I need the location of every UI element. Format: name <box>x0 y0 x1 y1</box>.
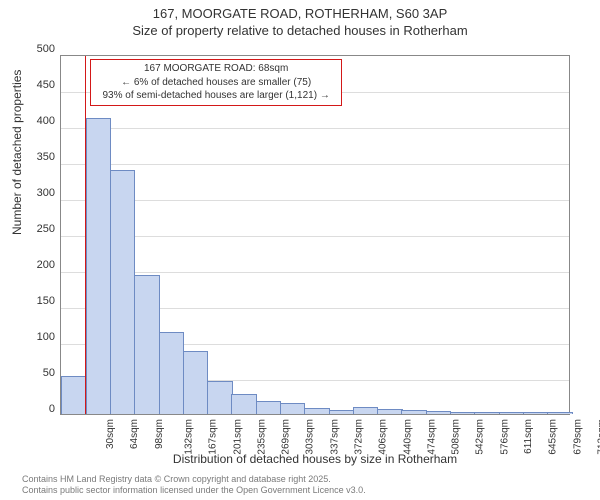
x-tick-label: 440sqm <box>402 419 413 455</box>
y-tick-label: 300 <box>37 187 55 199</box>
x-tick-label: 303sqm <box>305 419 316 455</box>
histogram-bar <box>183 351 208 414</box>
x-tick-label: 337sqm <box>329 419 340 455</box>
attribution-footer: Contains HM Land Registry data © Crown c… <box>22 474 366 497</box>
histogram-bar <box>499 412 524 414</box>
histogram-bar <box>353 407 378 414</box>
x-tick-label: 235sqm <box>256 419 267 455</box>
gridline <box>61 128 569 129</box>
y-tick-label: 350 <box>37 151 55 163</box>
title-line-1: 167, MOORGATE ROAD, ROTHERHAM, S60 3AP <box>0 0 600 21</box>
y-tick-label: 150 <box>37 295 55 307</box>
y-tick-label: 100 <box>37 331 55 343</box>
histogram-bar <box>474 412 499 414</box>
info-box-line: 167 MOORGATE ROAD: 68sqm <box>99 62 333 76</box>
histogram-bar <box>280 403 305 414</box>
title-line-2: Size of property relative to detached ho… <box>0 21 600 38</box>
histogram-bar <box>134 275 159 414</box>
histogram-bar <box>450 412 475 414</box>
x-tick-label: 64sqm <box>129 419 140 449</box>
gridline <box>61 272 569 273</box>
gridline <box>61 164 569 165</box>
x-tick-label: 98sqm <box>154 419 165 449</box>
x-tick-label: 474sqm <box>426 419 437 455</box>
histogram-bar <box>329 410 354 414</box>
info-box-line: 93% of semi-detached houses are larger (… <box>99 89 333 103</box>
footer-line-2: Contains public sector information licen… <box>22 485 366 496</box>
y-tick-label: 0 <box>49 403 55 415</box>
gridline <box>61 236 569 237</box>
y-tick-label: 450 <box>37 79 55 91</box>
histogram-bar <box>231 394 256 414</box>
x-tick-label: 372sqm <box>354 419 365 455</box>
x-tick-label: 132sqm <box>184 419 195 455</box>
x-tick-label: 542sqm <box>475 419 486 455</box>
x-tick-label: 679sqm <box>572 419 583 455</box>
histogram-bar <box>547 412 572 414</box>
x-tick-label: 645sqm <box>548 419 559 455</box>
x-axis-title: Distribution of detached houses by size … <box>60 452 570 466</box>
histogram-bar <box>401 410 426 414</box>
gridline <box>61 200 569 201</box>
histogram-bar <box>256 401 281 414</box>
y-tick-label: 500 <box>37 43 55 55</box>
y-axis-title: Number of detached properties <box>10 70 24 235</box>
histogram-bar <box>426 411 451 414</box>
x-tick-label: 406sqm <box>378 419 389 455</box>
y-tick-label: 200 <box>37 259 55 271</box>
histogram-bar <box>304 408 329 414</box>
footer-line-1: Contains HM Land Registry data © Crown c… <box>22 474 366 485</box>
histogram-bar <box>377 409 402 414</box>
histogram-bar <box>523 412 548 414</box>
info-box-line: ← 6% of detached houses are smaller (75) <box>99 76 333 90</box>
x-tick-label: 713sqm <box>596 419 600 455</box>
x-tick-label: 269sqm <box>281 419 292 455</box>
y-tick-label: 50 <box>43 367 55 379</box>
x-tick-label: 508sqm <box>451 419 462 455</box>
x-tick-label: 167sqm <box>208 419 219 455</box>
x-tick-label: 576sqm <box>499 419 510 455</box>
reference-marker-line <box>85 56 86 414</box>
histogram-bar <box>110 170 135 414</box>
x-tick-label: 30sqm <box>105 419 116 449</box>
chart-plot-area: 050100150200250300350400450500167 MOORGA… <box>60 55 570 415</box>
x-tick-label: 201sqm <box>232 419 243 455</box>
info-callout-box: 167 MOORGATE ROAD: 68sqm← 6% of detached… <box>90 59 342 106</box>
histogram-bar <box>61 376 86 414</box>
y-tick-label: 400 <box>37 115 55 127</box>
histogram-bar <box>207 381 232 414</box>
y-tick-label: 250 <box>37 223 55 235</box>
x-tick-label: 611sqm <box>523 419 534 454</box>
histogram-bar <box>159 332 184 414</box>
histogram-bar <box>86 118 111 414</box>
